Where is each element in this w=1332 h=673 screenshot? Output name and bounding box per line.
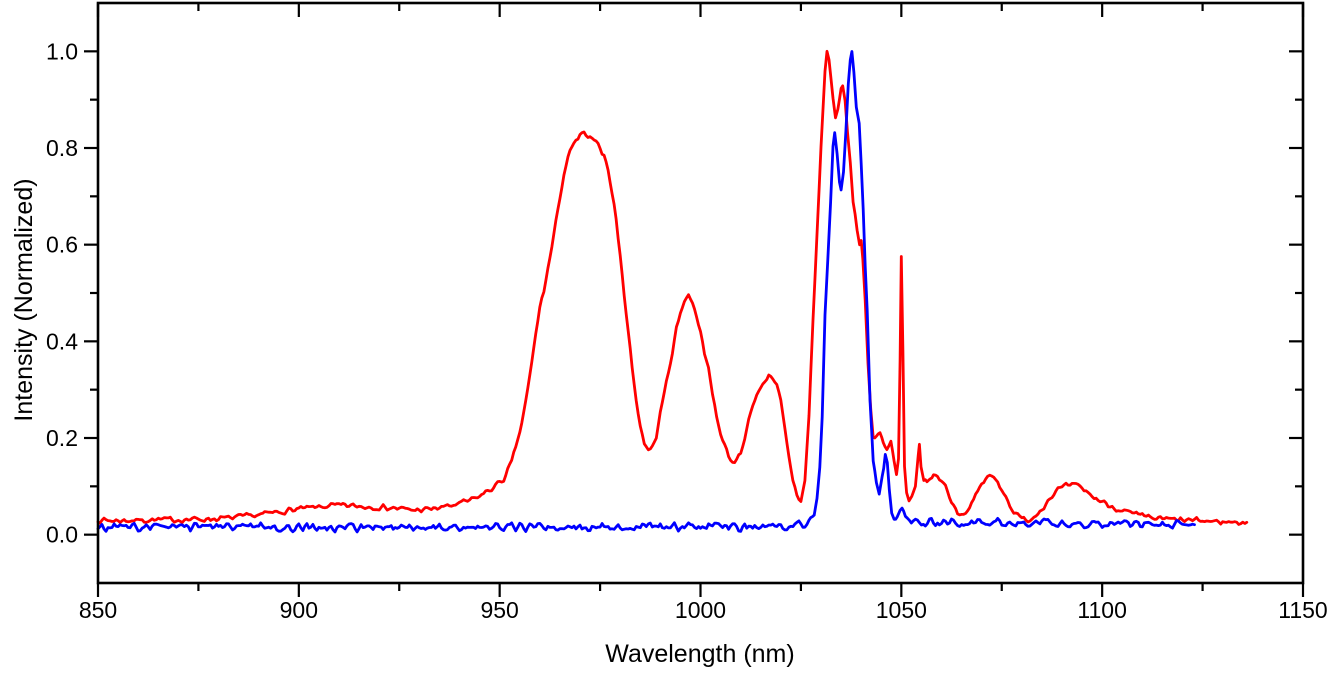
curve-red-spectrum [96,49,1249,526]
x-axis-title: Wavelength (nm) [605,640,794,668]
y-tick-label: 0.8 [46,135,78,161]
spectra-curves [96,49,1249,534]
y-tick-label: 0.0 [46,522,78,548]
y-tick-label: 0.2 [46,425,78,451]
curve-blue-spectrum [96,50,1196,534]
y-tick-label: 0.6 [46,232,78,258]
x-tick-label: 1150 [1278,597,1327,623]
x-tick-label: 850 [79,597,117,623]
x-tick-label: 950 [480,597,518,623]
axis-tick-labels: 850 900 950 1000 1050 1100 1150 0.0 0.2 0.4 0.6 0.8… [46,38,1328,623]
plot-background [98,3,1303,583]
x-tick-label: 1000 [675,597,726,623]
x-tick-label: 900 [280,597,318,623]
axis-ticks [84,3,1305,597]
x-tick-label: 1100 [1077,597,1126,623]
y-tick-label: 0.4 [46,328,78,354]
y-tick-label: 1.0 [46,38,78,64]
x-tick-label: 1050 [876,597,927,623]
y-axis-title: Intensity (Normalized) [10,178,38,421]
